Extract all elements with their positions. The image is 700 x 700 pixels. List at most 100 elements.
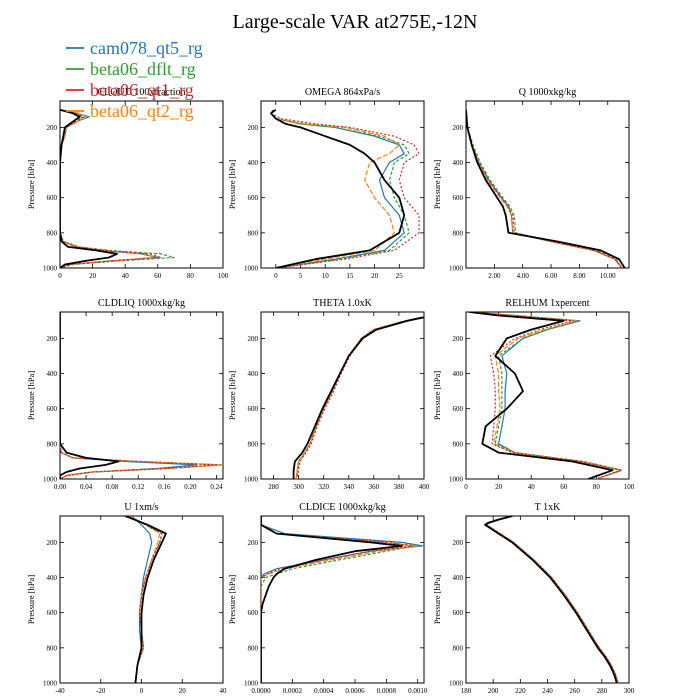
series-line-beta06_dflt_rg: [129, 516, 163, 683]
y-tick-label: 200: [47, 124, 58, 132]
plot-frame: [465, 311, 630, 480]
series-line-cam078_qt5_rg: [261, 516, 423, 683]
x-tick-label: 4.00: [517, 272, 530, 280]
panel-title: THETA 1.0xK: [313, 298, 372, 309]
y-tick-label: 400: [248, 370, 259, 378]
x-tick-label: 10.00: [600, 272, 616, 280]
y-tick-label: 400: [248, 574, 259, 582]
x-tick-label: 15: [346, 272, 354, 280]
x-tick-label: 0.0004: [314, 687, 334, 695]
series-line-beta06_qt1_rg: [485, 516, 619, 683]
y-tick-label: 400: [248, 159, 259, 167]
legend-label: beta06_qt1_rg: [90, 80, 194, 100]
x-tick-label: 6.00: [545, 272, 558, 280]
y-tick-label: 200: [453, 124, 464, 132]
series-line-cam078_qt5_rg: [485, 516, 619, 683]
y-tick-label: 800: [47, 440, 58, 448]
y-tick-label: 400: [453, 370, 464, 378]
panel-title: RELHUM 1xpercent: [505, 298, 589, 309]
y-axis-label: Pressure [hPa]: [26, 575, 36, 625]
x-tick-label: 60: [154, 272, 162, 280]
y-tick-label: 200: [453, 539, 464, 547]
x-tick-label: 5: [299, 272, 303, 280]
series-line-cam078_qt5_rg: [469, 312, 622, 479]
y-tick-label: 200: [248, 539, 259, 547]
panel-title: T 1xK: [535, 502, 561, 513]
x-tick-label: 0: [58, 272, 62, 280]
x-tick-label: 20: [179, 687, 187, 695]
legend-item: beta06_dflt_rg: [66, 59, 196, 79]
series-line-beta06_dflt_rg: [60, 312, 223, 479]
y-tick-label: 600: [248, 609, 259, 617]
x-tick-label: 60: [560, 483, 568, 491]
x-tick-label: 40: [220, 687, 228, 695]
x-tick-label: 340: [344, 483, 355, 491]
y-tick-label: 600: [47, 609, 58, 617]
panel-2: OMEGA 864xPa/s 200 400 600 800 1000 0 5 10 15 20 25…: [227, 87, 425, 280]
y-tick-label: 400: [47, 370, 58, 378]
x-tick-label: 360: [369, 483, 380, 491]
panel-title: CLDLIQ 1000xkg/kg: [98, 298, 185, 309]
x-tick-label: 0.20: [184, 483, 197, 491]
y-tick-label: 800: [248, 644, 259, 652]
legend-item: cam078_qt5_rg: [66, 38, 203, 58]
y-tick-label: 1000: [449, 265, 464, 273]
x-tick-label: 200: [488, 687, 499, 695]
series-line-beta06_qt2_rg: [295, 316, 422, 479]
series-line-control: [60, 312, 120, 479]
x-tick-label: 220: [515, 687, 526, 695]
series-line-beta06_qt2_rg: [469, 312, 624, 479]
y-tick-label: 800: [248, 229, 259, 237]
series-line-beta06_qt1_rg: [296, 316, 422, 479]
plot-frame: [59, 100, 224, 269]
series-line-cam078_qt5_rg: [60, 109, 159, 268]
panel-title: CLDICE 1000xkg/kg: [299, 502, 385, 513]
plot-frame: [465, 100, 630, 269]
y-tick-label: 1000: [449, 476, 464, 484]
y-tick-label: 600: [248, 194, 259, 202]
y-tick-label: 200: [47, 335, 58, 343]
series-line-beta06_qt2_rg: [60, 109, 156, 268]
panel-3: Q 1000xkg/kg 200 400 600 800 1000 2.00 4.00 6.00…: [432, 87, 630, 280]
y-axis-label: Pressure [hPa]: [26, 160, 36, 210]
y-tick-label: 400: [47, 574, 58, 582]
x-tick-label: 8.00: [573, 272, 586, 280]
x-tick-label: 0.16: [158, 483, 171, 491]
x-tick-label: 0: [464, 483, 468, 491]
y-axis-label: Pressure [hPa]: [432, 160, 442, 210]
y-tick-label: 800: [453, 440, 464, 448]
x-tick-label: 0.0006: [345, 687, 365, 695]
series-line-beta06_dflt_rg: [466, 109, 623, 268]
y-axis-label: Pressure [hPa]: [227, 160, 237, 210]
y-tick-label: 1000: [43, 476, 58, 484]
y-tick-label: 400: [453, 159, 464, 167]
x-tick-label: 0.08: [106, 483, 119, 491]
x-tick-label: 280: [597, 687, 608, 695]
series-line-beta06_qt2_rg: [261, 516, 419, 683]
panel-7: U 1xm/s 200 400 600 800 1000-40 -20 0 20 40 Pressu…: [26, 502, 227, 695]
x-tick-label: 10: [322, 272, 330, 280]
series-line-beta06_qt2_rg: [129, 516, 161, 683]
y-tick-label: 800: [47, 229, 58, 237]
x-tick-label: 300: [624, 687, 635, 695]
x-tick-label: 80: [593, 483, 601, 491]
series-line-beta06_qt1_rg: [469, 312, 622, 479]
series-line-cam078_qt5_rg: [270, 109, 405, 268]
series-line-beta06_dflt_rg: [60, 109, 175, 268]
x-tick-label: 20: [89, 272, 97, 280]
x-tick-label: 40: [528, 483, 536, 491]
x-tick-label: 400: [419, 483, 430, 491]
x-tick-label: 0: [274, 272, 278, 280]
plot-frame: [59, 311, 224, 480]
x-tick-label: 0.00: [54, 483, 67, 491]
x-tick-label: 100: [218, 272, 229, 280]
y-axis-label: Pressure [hPa]: [227, 575, 237, 625]
y-tick-label: 200: [453, 335, 464, 343]
x-tick-label: 40: [122, 272, 130, 280]
y-tick-label: 1000: [43, 680, 58, 688]
y-tick-label: 200: [248, 335, 259, 343]
